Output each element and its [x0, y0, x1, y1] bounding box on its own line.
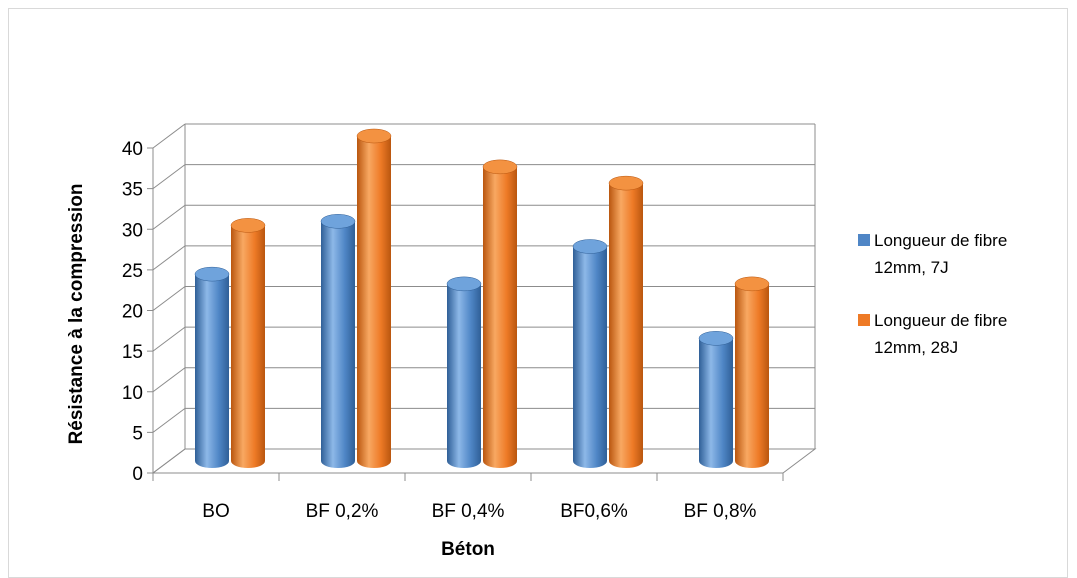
y-tick-label: 35	[122, 180, 143, 201]
bar-7j	[320, 214, 356, 468]
gridline-side	[152, 286, 186, 311]
x-axis-title: Béton	[441, 539, 495, 560]
legend-label: Longueur de fibre	[874, 231, 1007, 250]
y-tick-label: 10	[122, 383, 143, 404]
bar-top	[230, 218, 266, 233]
gridline-side	[152, 123, 186, 149]
x-tick-labels: BO BF 0,2% BF 0,4% BF0,6% BF 0,8%	[202, 501, 756, 522]
gridline-side	[152, 407, 186, 433]
legend-label: 12mm, 28J	[874, 338, 958, 357]
legend-item: Longueur de fibre 12mm, 28J	[858, 311, 1007, 357]
y-tick-label: 25	[122, 261, 143, 282]
bar-28j	[608, 175, 644, 468]
gridline-side	[152, 245, 186, 271]
legend-swatch	[858, 234, 870, 246]
bar-body	[573, 246, 607, 468]
gridline-side	[152, 367, 186, 393]
bar-body	[735, 283, 769, 468]
bar-top	[698, 331, 734, 346]
bar-28j	[482, 159, 518, 468]
bar-7j	[698, 331, 734, 468]
y-tick-label: 40	[122, 139, 143, 160]
x-tick-label: BF 0,2%	[306, 501, 379, 522]
bar-top	[608, 175, 644, 191]
x-tick-label: BF 0,4%	[432, 501, 505, 522]
bar-7j	[572, 239, 608, 468]
y-tick-labels: 0 5 10 15 20 25 30 35 40	[122, 139, 143, 485]
bar-body	[321, 221, 355, 468]
bar-top	[734, 276, 770, 292]
bar-body	[447, 283, 481, 468]
y-tick-label: 5	[132, 423, 143, 444]
bar-28j	[734, 276, 770, 468]
y-tick-label: 30	[122, 220, 143, 241]
legend-label: Longueur de fibre	[874, 311, 1007, 330]
bar-7j	[446, 276, 482, 468]
gridline-side	[152, 448, 186, 474]
bar-28j	[230, 218, 266, 468]
y-axis-title: Résistance à la compression	[66, 184, 87, 445]
gridline-side	[152, 204, 186, 230]
bar-7j	[194, 266, 230, 468]
bar-body	[483, 166, 517, 468]
bar-body	[699, 338, 733, 468]
gridline-side	[152, 326, 186, 352]
bar-body	[195, 274, 229, 468]
bar-top	[356, 128, 392, 144]
x-tick-label: BF0,6%	[560, 501, 628, 522]
bar-28j	[356, 128, 392, 468]
axes	[147, 147, 784, 481]
y-tick-label: 20	[122, 302, 143, 323]
y-tick-label: 0	[132, 464, 143, 485]
legend-label: 12mm, 7J	[874, 258, 949, 277]
bar-top	[446, 276, 482, 292]
bar-body	[231, 225, 265, 468]
bar-top	[320, 214, 356, 229]
bar-top	[194, 266, 230, 282]
legend-item: Longueur de fibre 12mm, 7J	[858, 231, 1007, 277]
bar-body	[609, 183, 643, 468]
x-tick-label: BF 0,8%	[684, 501, 757, 522]
legend-swatch	[858, 314, 870, 326]
bar-top	[572, 239, 608, 254]
bar-body	[357, 136, 391, 468]
bar-top	[482, 159, 518, 175]
x-tick-label: BO	[202, 501, 229, 522]
bars	[194, 128, 770, 468]
y-tick-label: 15	[122, 342, 143, 363]
gridline-side	[152, 164, 186, 190]
